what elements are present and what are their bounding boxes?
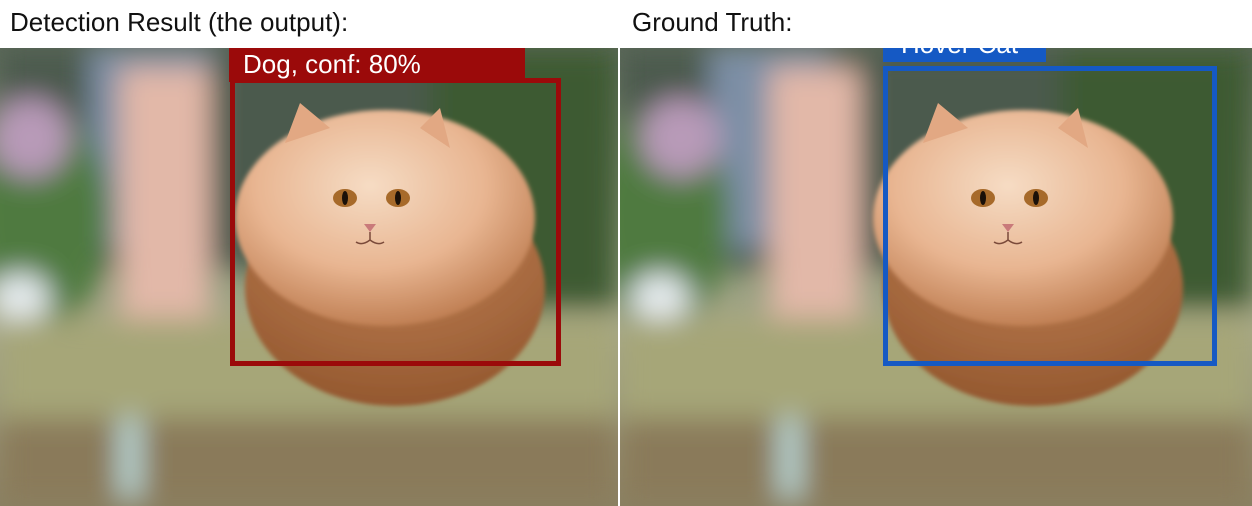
cat-photo xyxy=(620,48,1252,506)
detection-box-label: Dog, conf: 80% xyxy=(229,48,525,82)
ground-truth-box-label: Hover Cat xyxy=(883,48,1046,62)
detection-bounding-box xyxy=(230,78,561,366)
ground-truth-caption: Ground Truth: xyxy=(632,7,793,37)
detection-result-caption: Detection Result (the output): xyxy=(10,7,349,37)
ground-truth-photo: Hover Cat xyxy=(620,48,1252,506)
cat-photo xyxy=(0,48,618,506)
detection-photo: Dog, conf: 80% xyxy=(0,48,618,506)
ground-truth-bounding-box xyxy=(883,66,1217,366)
